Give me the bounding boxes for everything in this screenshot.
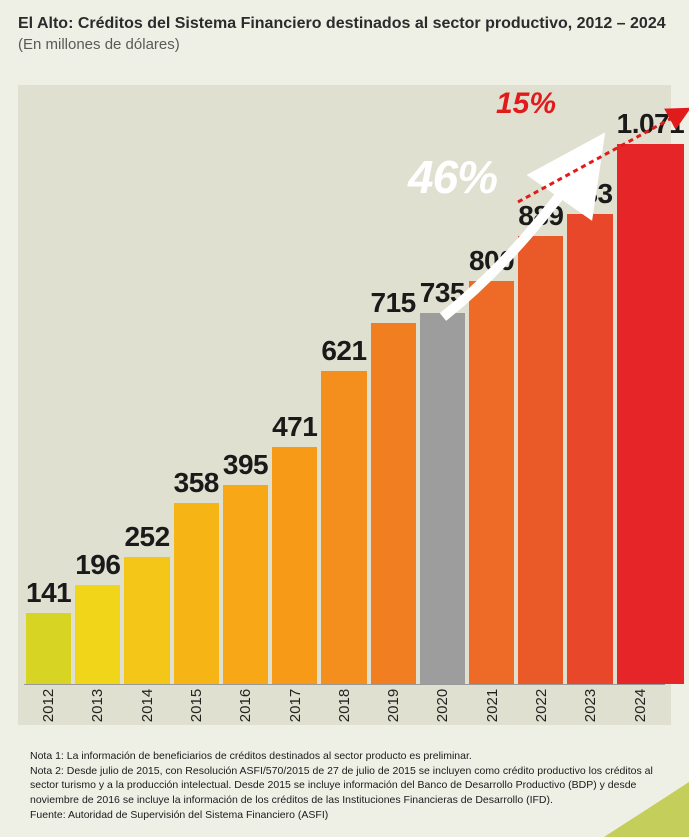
bar-value-label: 933 [567,178,612,210]
x-tick-2019: 2019 [371,685,416,725]
bar-rect [321,371,366,684]
annotation-15pct: 15% [496,87,556,121]
bar-rect [174,503,219,684]
chart-title: El Alto: Créditos del Sistema Financiero… [18,14,671,34]
bar-rect [567,214,612,684]
bar-2022: 889 [518,85,563,684]
bar-rect [124,557,169,684]
bar-value-label: 715 [371,287,416,319]
bar-value-label: 395 [223,449,268,481]
chart-header: El Alto: Créditos del Sistema Financiero… [0,0,689,61]
x-tick-2024: 2024 [618,685,663,725]
bar-rect [75,585,120,684]
x-tick-2016: 2016 [223,685,268,725]
bar-rect [617,144,685,684]
bar-value-label: 735 [420,277,465,309]
x-tick-2012: 2012 [26,685,71,725]
bar-value-label: 889 [518,200,563,232]
chart-footer-notes: Nota 1: La información de beneficiarios … [30,749,659,823]
chart-plot-area: 1411962523583954716217157358008899331.07… [18,85,671,725]
annotation-46pct: 46% [408,150,497,204]
x-tick-2021: 2021 [470,685,515,725]
footnote-2: Nota 2: Desde julio de 2015, con Resoluc… [30,764,659,807]
chart-subtitle: (En millones de dólares) [18,36,671,53]
bar-2015: 358 [174,85,219,684]
x-tick-2020: 2020 [421,685,466,725]
bar-2018: 621 [321,85,366,684]
bar-2024: 1.071 [617,85,685,684]
bar-rect [420,313,465,684]
x-tick-2013: 2013 [75,685,120,725]
x-tick-2015: 2015 [174,685,219,725]
bar-2017: 471 [272,85,317,684]
bar-value-label: 800 [469,245,514,277]
x-tick-2017: 2017 [273,685,318,725]
x-tick-2014: 2014 [125,685,170,725]
bar-rect [518,236,563,684]
x-tick-2022: 2022 [519,685,564,725]
bar-value-label: 252 [124,521,169,553]
bar-2012: 141 [26,85,71,684]
bar-2014: 252 [124,85,169,684]
bar-value-label: 621 [321,335,366,367]
bar-value-label: 141 [26,577,71,609]
x-axis-labels: 2012201320142015201620172018201920202021… [24,685,665,725]
x-tick-2018: 2018 [322,685,367,725]
x-tick-2023: 2023 [568,685,613,725]
bar-rect [223,485,268,684]
bar-rect [272,447,317,684]
bar-2016: 395 [223,85,268,684]
bar-rect [26,613,71,684]
bar-value-label: 1.071 [617,108,685,140]
bar-2023: 933 [567,85,612,684]
bar-value-label: 196 [75,549,120,581]
bar-value-label: 358 [174,467,219,499]
decorative-corner-triangle [604,782,689,837]
bar-rect [469,281,514,684]
footnote-1: Nota 1: La información de beneficiarios … [30,749,659,763]
bar-value-label: 471 [272,411,317,443]
bar-2013: 196 [75,85,120,684]
source-line: Fuente: Autoridad de Supervisión del Sis… [30,808,659,822]
bars-container: 1411962523583954716217157358008899331.07… [24,85,665,685]
bar-rect [371,323,416,684]
